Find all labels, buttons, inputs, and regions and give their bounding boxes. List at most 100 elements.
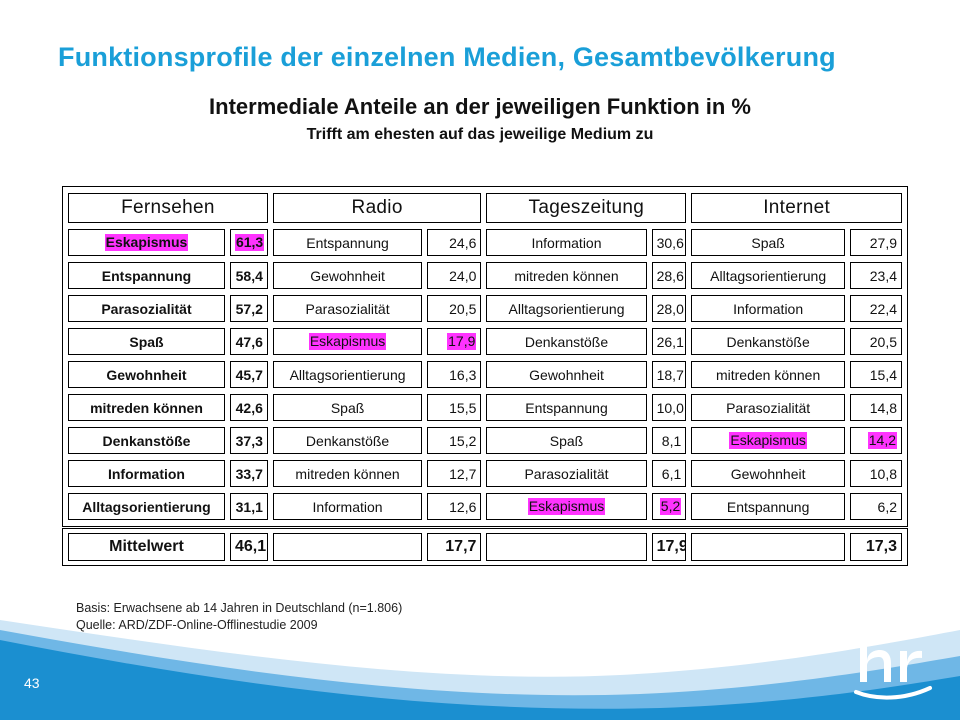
header-radio: Radio (272, 193, 482, 223)
function-value-radio: 12,7 (427, 460, 482, 487)
function-label-radio: mitreden können (272, 460, 423, 487)
function-value-text: 12,7 (449, 465, 477, 482)
function-label-radio: Alltagsorientierung (272, 361, 423, 388)
function-label-text: Spaß (129, 333, 164, 350)
table-row: Alltagsorientierung 31,1 Information 12,6 Es… (68, 493, 902, 520)
function-label-text: Eskapismus (527, 498, 606, 515)
function-label-text: Information (531, 234, 602, 251)
function-value-text: 57,2 (235, 300, 263, 317)
function-value-text: 14,8 (869, 399, 897, 416)
function-label-radio: Information (272, 493, 423, 520)
table-header-row: Fernsehen Radio Tageszeitung Internet (68, 193, 902, 223)
function-value-internet: 22,4 (849, 295, 902, 322)
function-label-text: Alltagsorientierung (289, 366, 406, 383)
function-value-text: 12,6 (449, 498, 477, 515)
table-row: Entspannung 58,4 Gewohnheit 24,0 mitreden kö… (68, 262, 902, 289)
mean-spacer-tageszeitung (486, 533, 647, 561)
function-value-tageszeitung: 30,6 (651, 229, 687, 256)
function-value-text: 15,5 (449, 399, 477, 416)
basis-note: Basis: Erwachsene ab 14 Jahren in Deutsc… (76, 601, 403, 615)
function-value-fernsehen: 31,1 (229, 493, 268, 520)
function-label-internet: Alltagsorientierung (691, 262, 845, 289)
function-value-tageszeitung: 6,1 (651, 460, 687, 487)
function-value-radio: 15,2 (427, 427, 482, 454)
table-row: Gewohnheit 45,7 Alltagsorientierung 16,3 Gew… (68, 361, 902, 388)
function-value-text: 6,2 (877, 498, 897, 515)
function-label-internet: Information (691, 295, 845, 322)
function-label-text: Entspannung (306, 234, 389, 251)
function-value-tageszeitung: 5,2 (651, 493, 687, 520)
function-label-text: mitreden können (715, 366, 821, 383)
mean-row: Mittelwert 46,1 17,7 17,9 17,3 (68, 533, 902, 561)
function-label-text: Denkanstöße (726, 333, 810, 350)
function-label-text: mitreden können (514, 267, 619, 284)
function-value-text: 5,2 (659, 498, 682, 515)
table-row: Spaß 47,6 Eskapismus 17,9 Denkanstöße 26,1 Den… (68, 328, 902, 355)
function-value-text: 33,7 (235, 465, 263, 482)
function-value-fernsehen: 45,7 (229, 361, 268, 388)
footer-wave (0, 620, 960, 720)
function-value-radio: 15,5 (427, 394, 482, 421)
function-value-text: 28,6 (656, 267, 684, 284)
function-label-radio: Entspannung (272, 229, 423, 256)
function-value-tageszeitung: 28,0 (651, 295, 687, 322)
mean-value-internet: 17,3 (850, 533, 902, 561)
function-label-fernsehen: mitreden können (68, 394, 225, 421)
table-row: Eskapismus 61,3 Entspannung 24,6 Information… (68, 229, 902, 256)
function-value-fernsehen: 47,6 (229, 328, 268, 355)
function-value-tageszeitung: 28,6 (651, 262, 687, 289)
function-value-text: 8,1 (661, 432, 682, 449)
function-value-fernsehen: 42,6 (229, 394, 268, 421)
table-row: Denkanstöße 37,3 Denkanstöße 15,2 Spaß 8,1 Esk… (68, 427, 902, 454)
function-value-text: 27,9 (869, 234, 897, 251)
function-label-internet: Spaß (691, 229, 845, 256)
function-label-tageszeitung: Gewohnheit (486, 361, 647, 388)
function-value-text: 31,1 (235, 498, 263, 515)
function-value-tageszeitung: 10,0 (651, 394, 687, 421)
function-value-text: 24,6 (449, 234, 477, 251)
slide-subtitle-secondary: Trifft am ehesten auf das jeweilige Medi… (306, 126, 654, 143)
function-value-text: 42,6 (235, 399, 263, 416)
function-label-tageszeitung: Entspannung (486, 394, 647, 421)
mean-value-radio: 17,7 (427, 533, 482, 561)
function-label-text: Alltagsorientierung (710, 267, 827, 284)
function-label-tageszeitung: Denkanstöße (486, 328, 647, 355)
function-value-text: 16,3 (449, 366, 477, 383)
table-row: Parasozialität 57,2 Parasozialität 20,5 Allt… (68, 295, 902, 322)
function-label-text: Spaß (751, 234, 785, 251)
function-value-text: 30,6 (656, 234, 684, 251)
function-value-internet: 14,8 (849, 394, 902, 421)
function-label-fernsehen: Information (68, 460, 225, 487)
function-value-internet: 10,8 (849, 460, 902, 487)
function-value-text: 22,4 (869, 300, 897, 317)
function-label-fernsehen: Denkanstöße (68, 427, 225, 454)
function-value-text: 24,0 (449, 267, 477, 284)
function-label-text: mitreden können (90, 399, 203, 416)
slide-subtitle: Intermediale Anteile an der jeweiligen F… (209, 94, 751, 119)
function-label-internet: Parasozialität (691, 394, 845, 421)
function-label-text: Eskapismus (308, 333, 387, 350)
function-label-internet: Gewohnheit (691, 460, 845, 487)
function-label-fernsehen: Alltagsorientierung (68, 493, 225, 520)
mean-value-fernsehen: 46,1 (229, 533, 268, 561)
function-label-text: Gewohnheit (529, 366, 604, 383)
function-value-text: 10,0 (656, 399, 684, 416)
function-label-fernsehen: Eskapismus (68, 229, 225, 256)
function-value-internet: 23,4 (849, 262, 902, 289)
function-label-text: Denkanstöße (305, 432, 390, 449)
function-value-text: 15,4 (869, 366, 897, 383)
function-label-text: Eskapismus (104, 234, 189, 251)
function-label-fernsehen: Spaß (68, 328, 225, 355)
function-label-tageszeitung: mitreden können (486, 262, 647, 289)
function-value-tageszeitung: 18,7 (651, 361, 687, 388)
function-label-text: Denkanstöße (524, 333, 609, 350)
function-label-text: Information (733, 300, 804, 317)
function-label-text: Eskapismus (729, 432, 807, 449)
function-label-internet: Entspannung (691, 493, 845, 520)
mean-spacer-radio (272, 533, 423, 561)
slide-title: Funktionsprofile der einzelnen Medien, G… (58, 42, 836, 72)
function-value-text: 17,9 (447, 333, 477, 350)
function-value-tageszeitung: 26,1 (651, 328, 687, 355)
header-tageszeitung: Tageszeitung (486, 193, 687, 223)
function-label-radio: Gewohnheit (272, 262, 423, 289)
